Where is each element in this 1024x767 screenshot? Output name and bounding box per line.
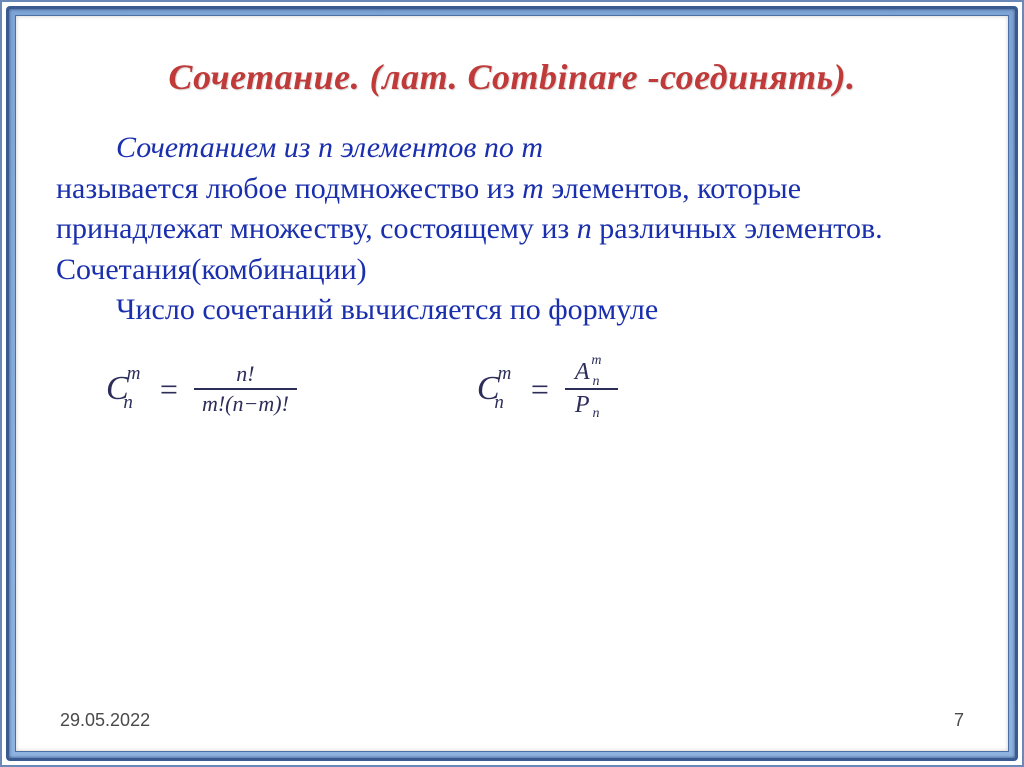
f2-denominator: P n [565, 388, 618, 420]
var-n: n [577, 212, 592, 245]
slide-title: Сочетание. (лат. Combinare -соединять). [56, 56, 968, 98]
lead-phrase: Сочетанием из n элементов по m [116, 131, 543, 164]
slide-frame-bevel: Сочетание. (лат. Combinare -соединять). … [6, 6, 1018, 761]
formula-2: C m n = A m n [477, 359, 618, 420]
f2-den-base: P [575, 392, 590, 418]
f2-fraction: A m n P n [565, 359, 618, 420]
f2-den-sub: n [593, 406, 600, 422]
f1-sup: m [127, 363, 141, 385]
slide-frame-outer: Сочетание. (лат. Combinare -соединять). … [0, 0, 1024, 767]
footer-page: 7 [954, 710, 964, 731]
formula-1: C m n = n! m!(n−m)! [106, 362, 297, 416]
f1-eq: = [160, 371, 178, 408]
f2-eq: = [531, 371, 549, 408]
formula-intro: Число сочетаний вычисляется по формуле [56, 290, 968, 331]
slide-content: Сочетание. (лат. Combinare -соединять). … [15, 15, 1009, 752]
var-m: m [522, 172, 544, 205]
f2-numerator: A m n [565, 359, 618, 389]
formula-2-lhs: C m n [477, 370, 523, 408]
definition-line-1: Сочетанием из n элементов по m [56, 128, 968, 169]
f2-num-base: A [575, 359, 590, 385]
f2-num-sup: m [591, 353, 601, 369]
definition-line-2: называется любое подмножество из m элеме… [56, 169, 968, 291]
footer-date: 29.05.2022 [60, 710, 150, 731]
formula-1-lhs: C m n [106, 370, 152, 408]
f1-numerator: n! [228, 362, 262, 388]
f2-num-sub: n [593, 374, 600, 390]
f2-sub: n [494, 392, 504, 414]
text-seg-a: называется любое подмножество из [56, 172, 522, 205]
slide-footer: 29.05.2022 7 [60, 710, 964, 731]
f2-den-P: P n [575, 392, 590, 420]
formula-row: C m n = n! m!(n−m)! C m n [56, 359, 968, 420]
f1-denominator: m!(n−m)! [194, 388, 297, 416]
f1-sub: n [123, 392, 133, 414]
f1-fraction: n! m!(n−m)! [194, 362, 297, 416]
f2-num-A: A m n [575, 359, 590, 387]
f2-sup: m [498, 363, 512, 385]
